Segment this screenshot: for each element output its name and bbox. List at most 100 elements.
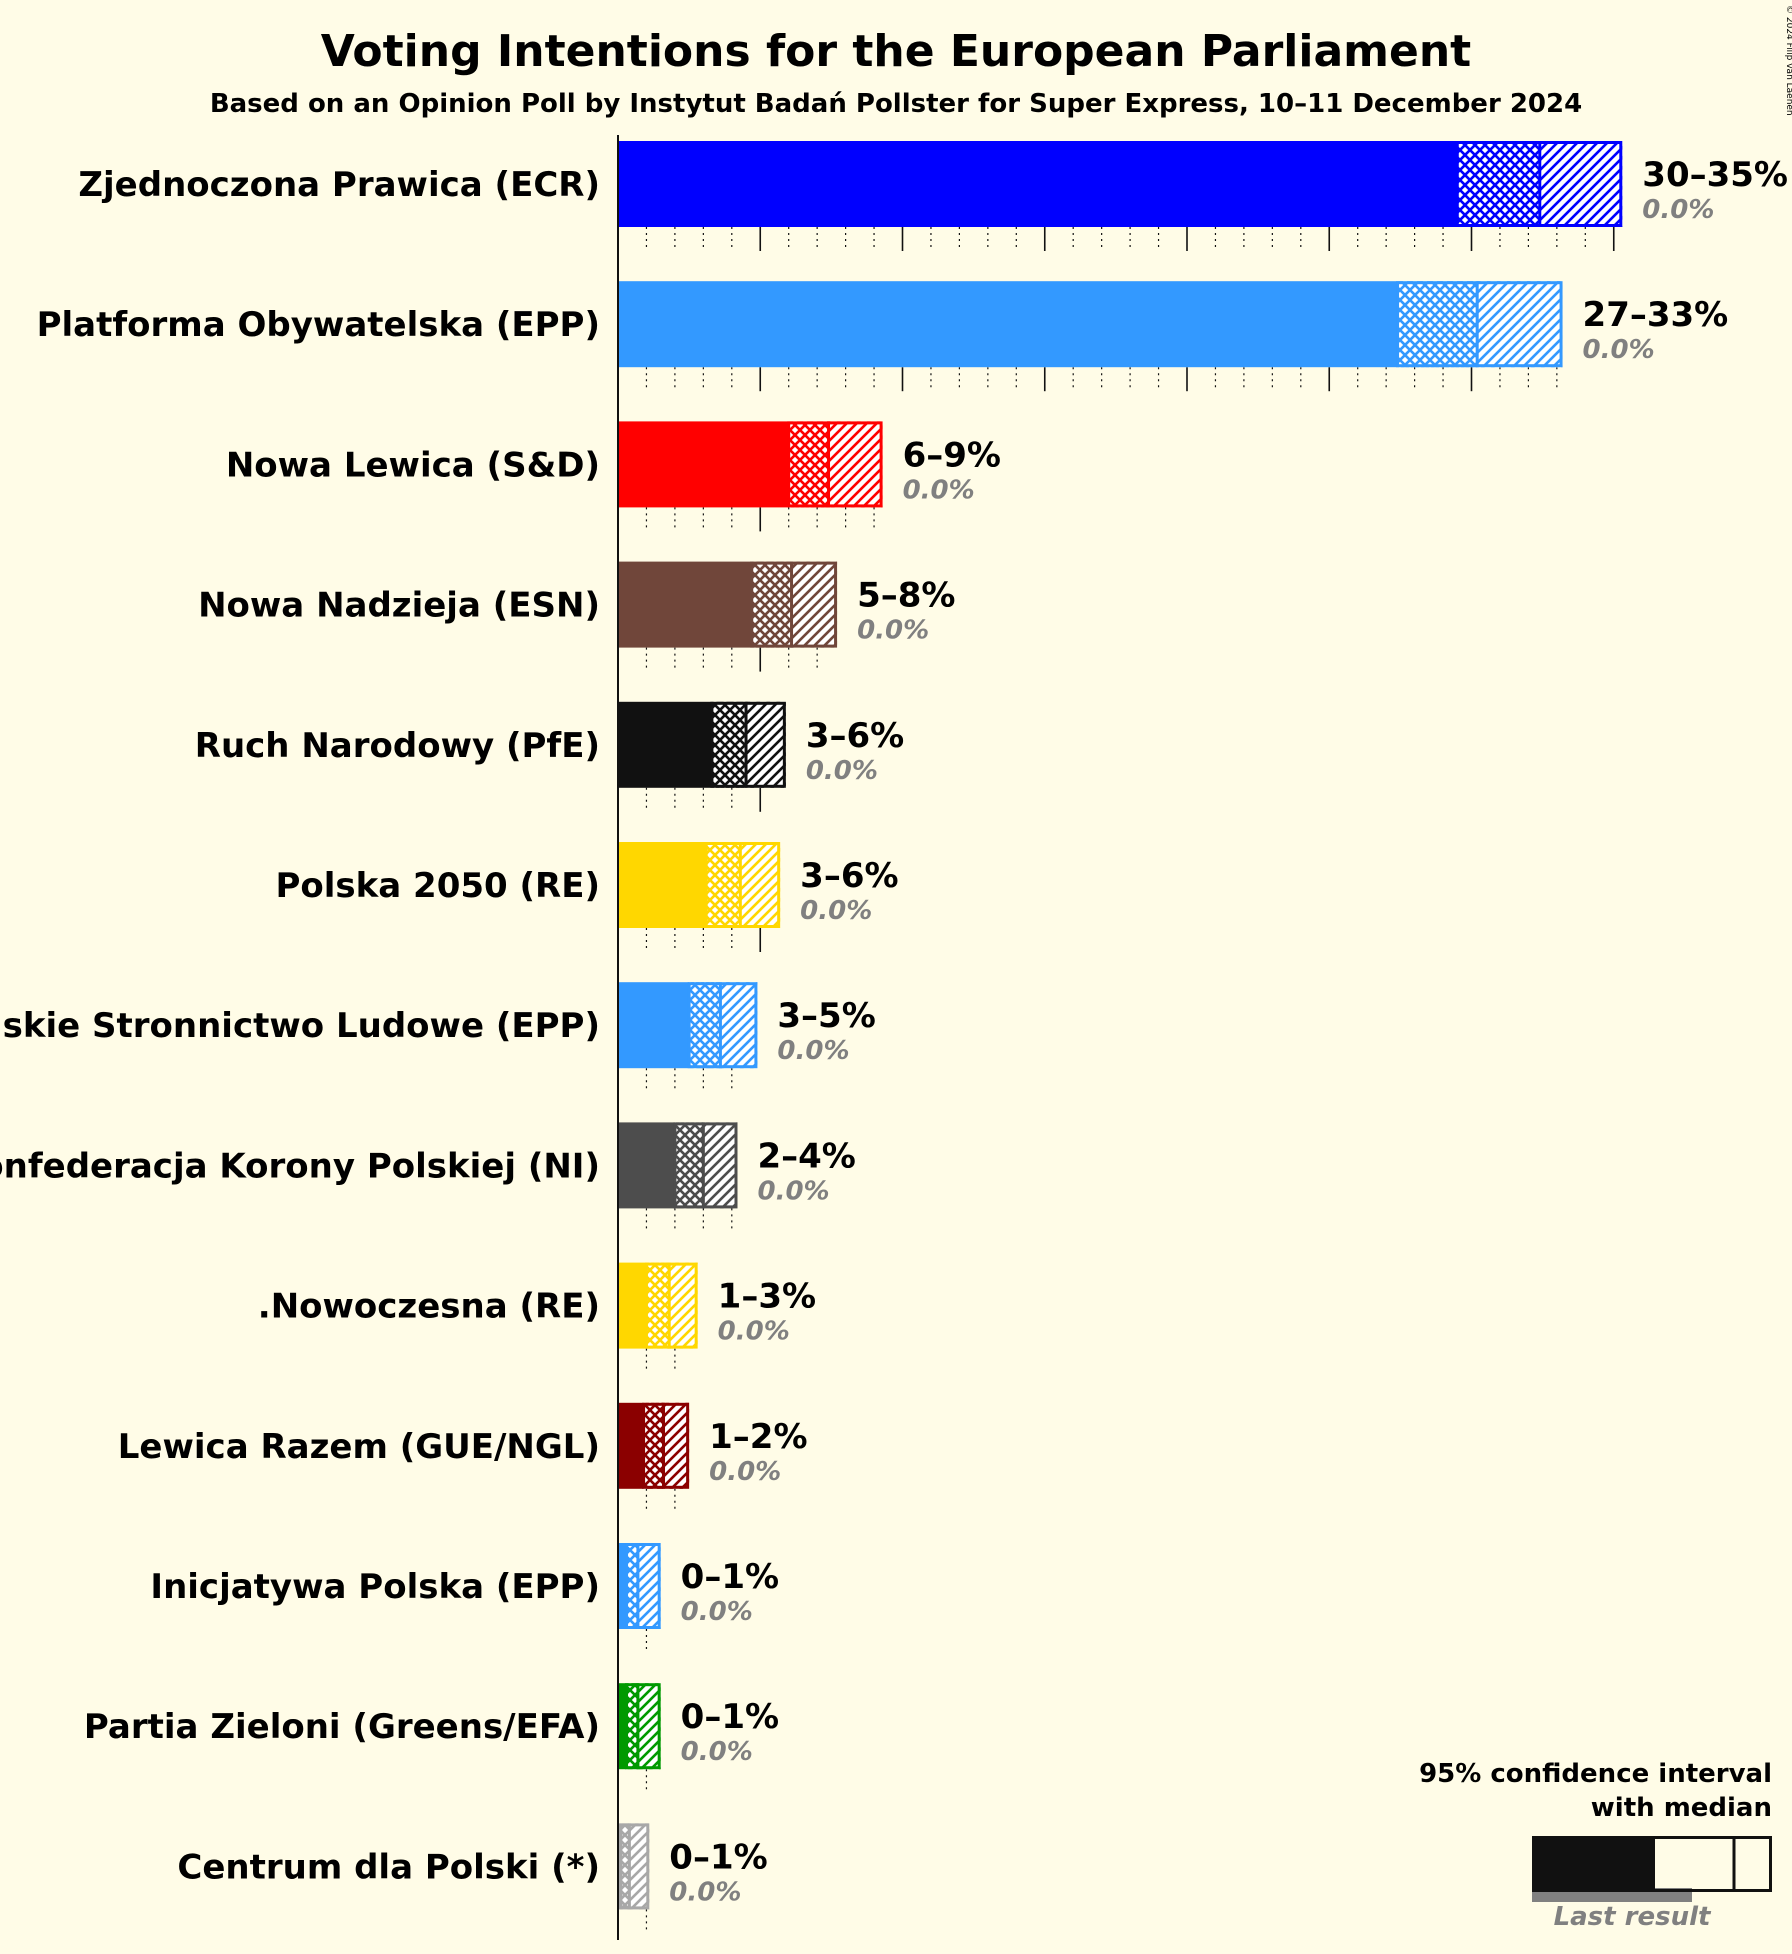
- last-result-label: 0.0%: [777, 1036, 849, 1066]
- range-label: 3–5%: [777, 996, 875, 1036]
- range-label: 1–3%: [718, 1277, 816, 1317]
- bar-ci-lower: [706, 842, 741, 928]
- last-result-label: 0.0%: [1642, 195, 1714, 225]
- range-label: 30–35%: [1642, 155, 1788, 195]
- bar-ci-upper: [720, 982, 758, 1069]
- bar-ci-lower: [626, 1683, 638, 1770]
- legend-ci-outline: [1652, 1836, 1772, 1892]
- bar-solid: [618, 701, 712, 788]
- range-label: 1–2%: [709, 1417, 807, 1457]
- party-label: Polska 2050 (RE): [275, 866, 600, 906]
- legend-ci-upper: [1734, 1836, 1772, 1892]
- legend: 95% confidence interval with median Last…: [1419, 1759, 1772, 1932]
- bar-solid: [618, 1543, 627, 1629]
- party-label: Nowa Lewica (S&D): [226, 445, 600, 485]
- chart-title: Voting Intentions for the European Parli…: [321, 26, 1471, 77]
- range-label: 5–8%: [857, 576, 955, 616]
- party-label: .Nowoczesna (RE): [258, 1287, 600, 1327]
- party-label: Lewica Razem (GUE/NGL): [118, 1427, 600, 1467]
- party-label: Partia Zieloni (Greens/EFA): [84, 1707, 600, 1747]
- bar-ci-lower: [788, 421, 829, 508]
- party-label: Ruch Narodowy (PfE): [195, 726, 600, 766]
- party-label: Zjednoczona Prawica (ECR): [78, 165, 600, 205]
- last-result-label: 0.0%: [718, 1317, 790, 1347]
- last-result-label: 0.0%: [681, 1597, 753, 1627]
- legend-line-1: 95% confidence interval: [1419, 1759, 1772, 1789]
- bar-ci-upper: [828, 421, 883, 508]
- bar-ci-lower: [711, 701, 747, 788]
- bar-ci-outline: [1396, 281, 1563, 368]
- last-result-label: 0.0%: [669, 1877, 741, 1907]
- range-label: 27–33%: [1583, 295, 1729, 335]
- last-result-label: 0.0%: [806, 756, 878, 786]
- bar-ci-upper: [1477, 281, 1563, 368]
- legend-ci-lower: [1652, 1836, 1734, 1892]
- range-label: 0–1%: [681, 1557, 779, 1597]
- last-result-label: 0.0%: [757, 1176, 829, 1206]
- party-label: Inicjatywa Polska (EPP): [150, 1567, 600, 1607]
- bar-ci-upper: [663, 1402, 690, 1489]
- bar-ci-lower: [1457, 141, 1540, 227]
- last-result-label: 0.0%: [1583, 335, 1655, 365]
- bars-group: Zjednoczona Prawica (ECR) 30–35%0.0%Platf…: [0, 135, 1788, 1940]
- party-label: Konfederacja Korony Polskiej (NI): [0, 1146, 600, 1186]
- bar-solid: [618, 421, 789, 508]
- last-result-label: 0.0%: [681, 1737, 753, 1767]
- bar-solid: [618, 1683, 627, 1770]
- bar-ci-outline: [625, 1683, 661, 1770]
- last-result-label: 0.0%: [857, 616, 929, 646]
- bar-solid: [618, 281, 1398, 368]
- bar-ci-upper: [740, 842, 781, 928]
- bar-solid: [618, 1122, 675, 1209]
- bar-ci-outline: [787, 421, 883, 508]
- range-label: 0–1%: [669, 1837, 767, 1877]
- bar-solid: [618, 141, 1458, 227]
- party-label: Nowa Nadzieja (ESN): [198, 586, 600, 626]
- legend-last-result-label: Last result: [1554, 1902, 1712, 1932]
- bar-ci-lower: [643, 1402, 664, 1489]
- copyright-notice: © 2024 Filip van Laenen: [1784, 5, 1792, 116]
- bar-ci-lower: [1397, 281, 1478, 368]
- bar-ci-upper: [791, 561, 838, 648]
- chart-subtitle: Based on an Opinion Poll by Instytut Bad…: [210, 89, 1582, 119]
- bar-ci-outline: [673, 1122, 738, 1209]
- range-label: 6–9%: [903, 435, 1001, 475]
- last-result-label: 0.0%: [709, 1457, 781, 1487]
- bar-ci-upper: [746, 701, 786, 788]
- last-result-label: 0.0%: [800, 896, 872, 926]
- bar-solid: [618, 1402, 644, 1489]
- bar-ci-upper: [629, 1823, 650, 1910]
- bar-ci-upper: [637, 1543, 661, 1629]
- bar-ci-outline: [750, 561, 838, 648]
- bar-ci-lower: [689, 982, 721, 1069]
- bar-ci-upper: [703, 1122, 738, 1209]
- bar-ci-lower: [674, 1122, 704, 1209]
- range-label: 0–1%: [681, 1697, 779, 1737]
- bar-ci-upper: [1539, 141, 1623, 227]
- bar-solid: [618, 982, 690, 1069]
- range-label: 3–6%: [800, 856, 898, 896]
- bar-ci-outline: [687, 982, 758, 1069]
- bar-ci-outline: [644, 1262, 698, 1349]
- bar-ci-lower: [620, 1823, 630, 1910]
- bar-ci-upper: [637, 1683, 661, 1770]
- bar-ci-lower: [646, 1262, 670, 1349]
- bar-solid: [618, 842, 707, 928]
- party-label: Centrum dla Polski (*): [177, 1847, 600, 1887]
- bar-ci-upper: [669, 1262, 698, 1349]
- bar-ci-lower: [751, 561, 792, 648]
- last-result-label: 0.0%: [903, 475, 975, 505]
- bar-ci-outline: [710, 701, 786, 788]
- party-label: Platforma Obywatelska (EPP): [37, 305, 600, 345]
- bar-ci-outline: [642, 1402, 690, 1489]
- bar-ci-outline: [619, 1823, 650, 1910]
- party-label: Polskie Stronnictwo Ludowe (EPP): [0, 1006, 600, 1046]
- range-label: 2–4%: [757, 1136, 855, 1176]
- legend-line-2: with median: [1591, 1793, 1772, 1823]
- bar-solid: [618, 561, 752, 648]
- bar-solid: [618, 1262, 647, 1349]
- bar-ci-outline: [704, 842, 781, 928]
- range-label: 3–6%: [806, 716, 904, 756]
- bar-ci-outline: [625, 1543, 661, 1629]
